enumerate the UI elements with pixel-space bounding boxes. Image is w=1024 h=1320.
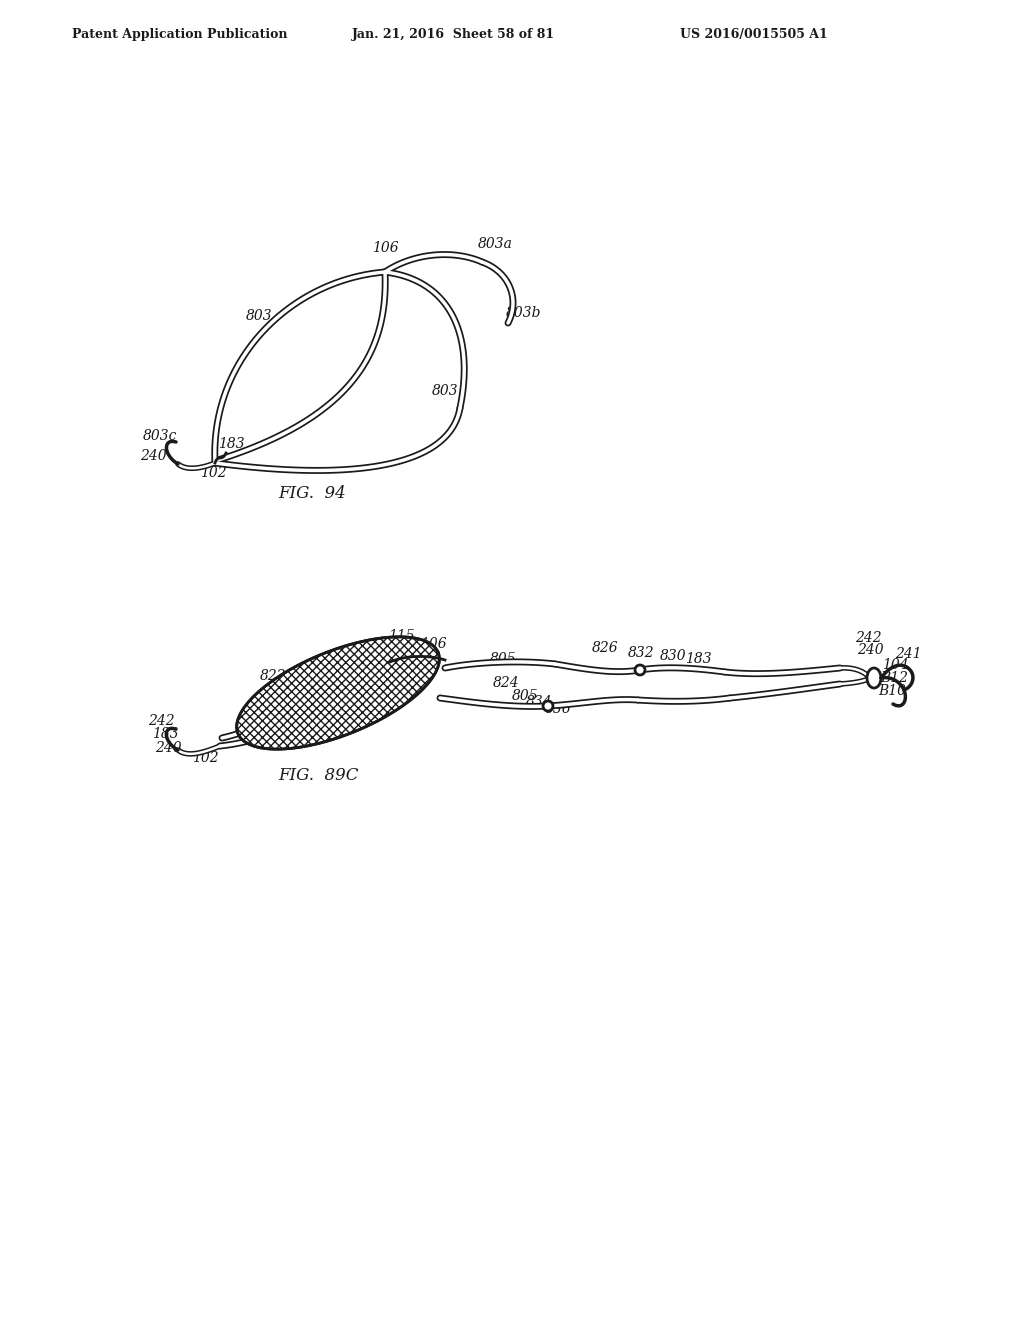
Text: 240: 240: [155, 741, 181, 755]
Text: 242: 242: [855, 631, 882, 645]
Text: 240: 240: [140, 449, 167, 463]
Text: 106: 106: [372, 242, 398, 255]
Text: 242: 242: [148, 714, 175, 729]
Text: 820: 820: [360, 701, 387, 715]
Text: 830: 830: [660, 649, 687, 663]
Text: 183: 183: [152, 727, 178, 741]
Text: 824: 824: [493, 676, 519, 690]
Text: 803c: 803c: [143, 429, 177, 444]
Text: 834: 834: [526, 696, 553, 709]
Text: 832: 832: [628, 645, 654, 660]
Ellipse shape: [237, 636, 439, 750]
Text: 115: 115: [388, 630, 415, 643]
Text: 822: 822: [260, 669, 287, 682]
Text: 240: 240: [857, 643, 884, 657]
Text: FIG.  94: FIG. 94: [278, 484, 346, 502]
Text: 805: 805: [512, 689, 539, 704]
Text: 102: 102: [193, 751, 219, 766]
Circle shape: [543, 701, 553, 711]
Text: FIG.  89C: FIG. 89C: [278, 767, 358, 784]
Text: 183: 183: [685, 652, 712, 667]
Text: 803a: 803a: [478, 238, 513, 251]
Text: 241: 241: [895, 647, 922, 661]
Text: 102: 102: [200, 466, 226, 480]
Text: 106: 106: [420, 638, 446, 651]
Text: 826: 826: [592, 642, 618, 655]
Text: B12: B12: [880, 671, 908, 685]
Text: 104: 104: [882, 657, 908, 672]
Text: 803: 803: [246, 309, 272, 323]
Ellipse shape: [867, 668, 881, 688]
Text: 803b: 803b: [506, 306, 542, 319]
Text: 836: 836: [545, 702, 571, 715]
Text: Jan. 21, 2016  Sheet 58 of 81: Jan. 21, 2016 Sheet 58 of 81: [352, 28, 555, 41]
Circle shape: [635, 665, 645, 675]
Text: US 2016/0015505 A1: US 2016/0015505 A1: [680, 28, 827, 41]
Text: B10: B10: [878, 684, 906, 698]
Text: 803: 803: [432, 384, 459, 399]
Text: 805: 805: [490, 652, 517, 667]
Text: Patent Application Publication: Patent Application Publication: [72, 28, 288, 41]
Text: 183: 183: [218, 437, 245, 451]
